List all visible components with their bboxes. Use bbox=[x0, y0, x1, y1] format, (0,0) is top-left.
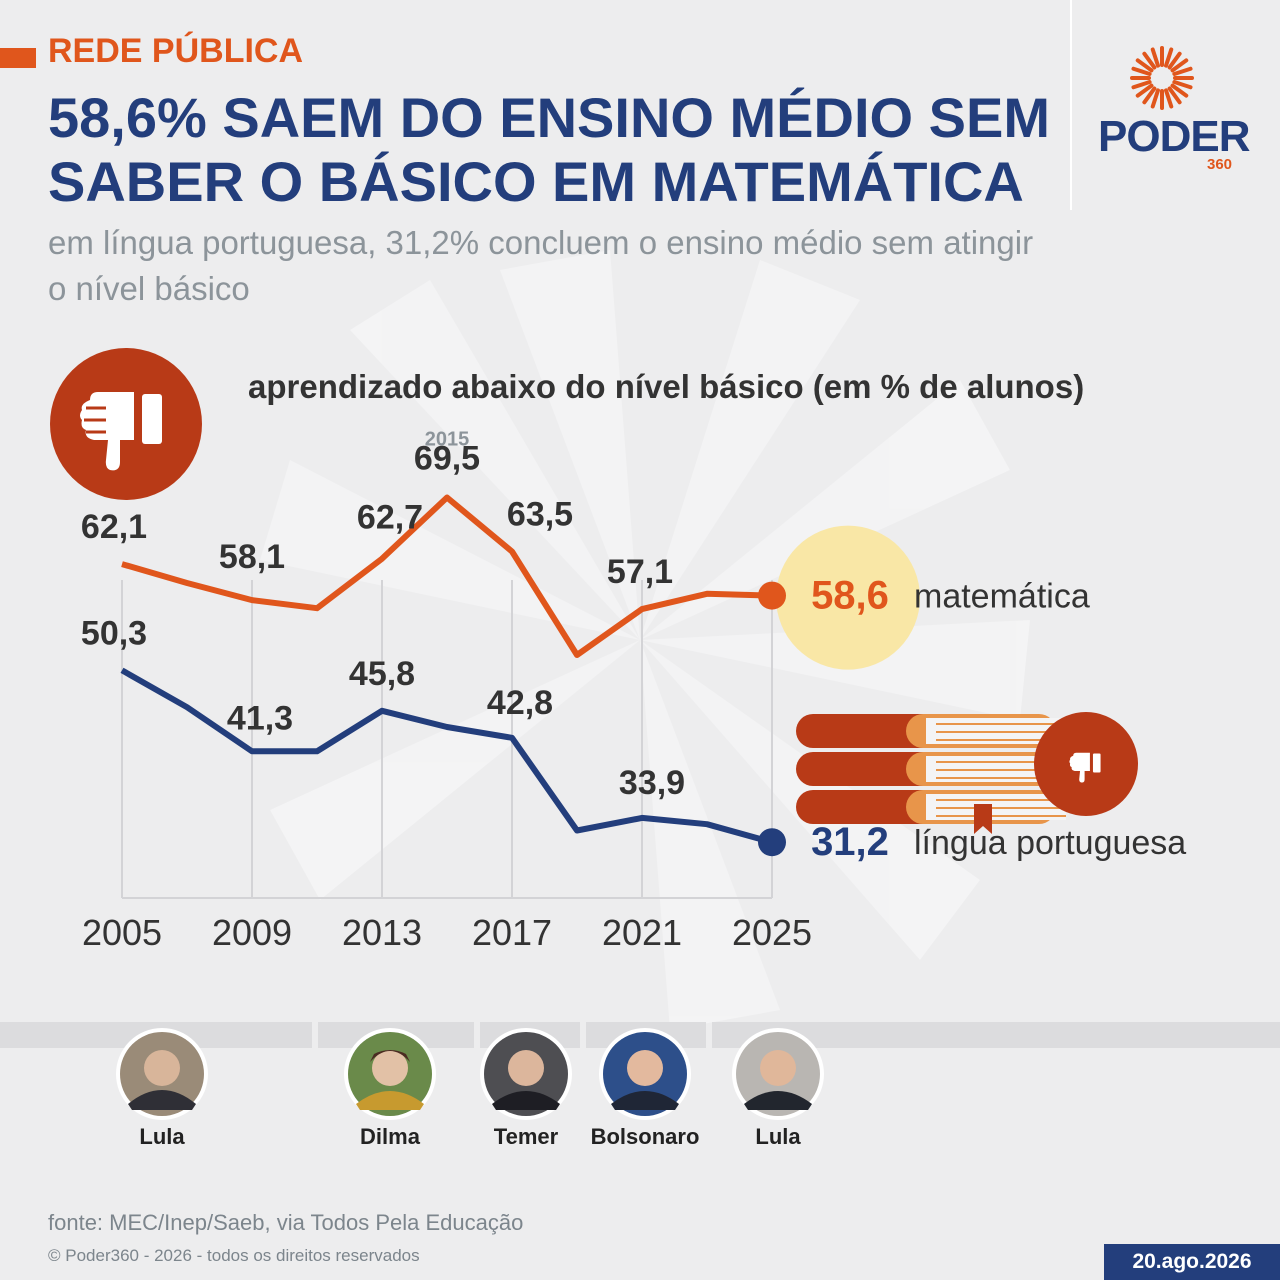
data-label: 41,3 bbox=[227, 699, 293, 737]
data-label: 42,8 bbox=[487, 684, 553, 722]
kicker-bar bbox=[0, 48, 36, 68]
x-tick-label: 2017 bbox=[472, 912, 552, 953]
sun-ray bbox=[1150, 88, 1160, 109]
data-label: 45,8 bbox=[349, 655, 415, 693]
end-value-label: 58,6 bbox=[811, 574, 889, 618]
sun-ray bbox=[1170, 83, 1189, 98]
line-chart: 2005 2009 2013 2017 2021 2025 62,1 58,1 62,7 69,… bbox=[81, 429, 1186, 954]
data-label: 57,1 bbox=[607, 553, 673, 591]
sun-ray bbox=[1172, 80, 1193, 90]
sun-ray bbox=[1164, 47, 1174, 68]
x-tick-label: 2021 bbox=[602, 912, 682, 953]
series-name-label: língua portuguesa bbox=[914, 824, 1186, 862]
sun-ray bbox=[1170, 58, 1189, 73]
sun-ray bbox=[1142, 51, 1157, 70]
sun-ray bbox=[1164, 88, 1174, 109]
data-label: 69,5 bbox=[414, 440, 480, 478]
sun-ray bbox=[1167, 86, 1182, 105]
end-point bbox=[758, 828, 786, 857]
page-title: 58,6% SAEM DO ENSINO MÉDIO SEM SABER O B… bbox=[48, 86, 1050, 213]
avatar bbox=[344, 1028, 436, 1120]
source-note: fonte: MEC/Inep/Saeb, via Todos Pela Edu… bbox=[48, 1210, 524, 1235]
sun-ray bbox=[1142, 86, 1157, 105]
poder360-sun-icon bbox=[1130, 46, 1194, 110]
president-avatars bbox=[116, 1028, 824, 1120]
sun-ray bbox=[1172, 66, 1193, 76]
chart-title: aprendizado abaixo do nível básico (em %… bbox=[248, 368, 1085, 405]
sun-ray bbox=[1150, 47, 1160, 68]
end-point bbox=[758, 581, 786, 610]
avatar bbox=[599, 1028, 691, 1120]
data-label: 58,1 bbox=[219, 538, 285, 576]
header-divider bbox=[1070, 0, 1072, 210]
president-name: Bolsonaro bbox=[590, 1124, 700, 1149]
x-tick-label: 2005 bbox=[82, 912, 162, 953]
president-name: Lula bbox=[755, 1124, 801, 1149]
president-name: Temer bbox=[493, 1124, 559, 1149]
series-name-label: matemática bbox=[914, 578, 1090, 616]
x-tick-label: 2025 bbox=[732, 912, 812, 953]
logo-number: 360 bbox=[1207, 156, 1233, 173]
x-tick-label: 2009 bbox=[212, 912, 292, 953]
data-label: 50,3 bbox=[81, 614, 147, 652]
sun-ray bbox=[1167, 51, 1182, 70]
series-line-matematica bbox=[121, 494, 773, 658]
publish-date: 20.ago.2026 bbox=[1104, 1244, 1280, 1280]
president-name: Lula bbox=[139, 1124, 185, 1149]
president-name: Dilma bbox=[360, 1124, 420, 1149]
books-icon bbox=[796, 712, 1138, 834]
data-label: 33,9 bbox=[619, 764, 685, 802]
annotation-label: 2015 bbox=[425, 429, 470, 451]
avatar bbox=[480, 1028, 572, 1120]
avatar bbox=[732, 1028, 824, 1120]
sun-ray bbox=[1131, 66, 1152, 76]
sun-ray bbox=[1135, 83, 1154, 98]
kicker: REDE PÚBLICA bbox=[48, 32, 304, 70]
x-tick-label: 2013 bbox=[342, 912, 422, 953]
sun-ray bbox=[1135, 58, 1154, 73]
series-line-portugues bbox=[120, 667, 773, 846]
math-highlight-circle bbox=[776, 525, 920, 670]
data-label: 62,7 bbox=[357, 499, 423, 537]
thumbs-down-icon bbox=[50, 348, 202, 500]
copyright: © Poder360 - 2026 - todos os direitos re… bbox=[48, 1246, 420, 1265]
sun-ray bbox=[1131, 80, 1152, 90]
end-value-label: 31,2 bbox=[811, 820, 889, 864]
page-subtitle: em língua portuguesa, 31,2% concluem o e… bbox=[48, 224, 1034, 307]
data-label: 62,1 bbox=[81, 508, 147, 546]
data-label: 63,5 bbox=[507, 496, 573, 534]
avatar bbox=[116, 1028, 208, 1120]
logo-word: PODER bbox=[1098, 112, 1250, 161]
